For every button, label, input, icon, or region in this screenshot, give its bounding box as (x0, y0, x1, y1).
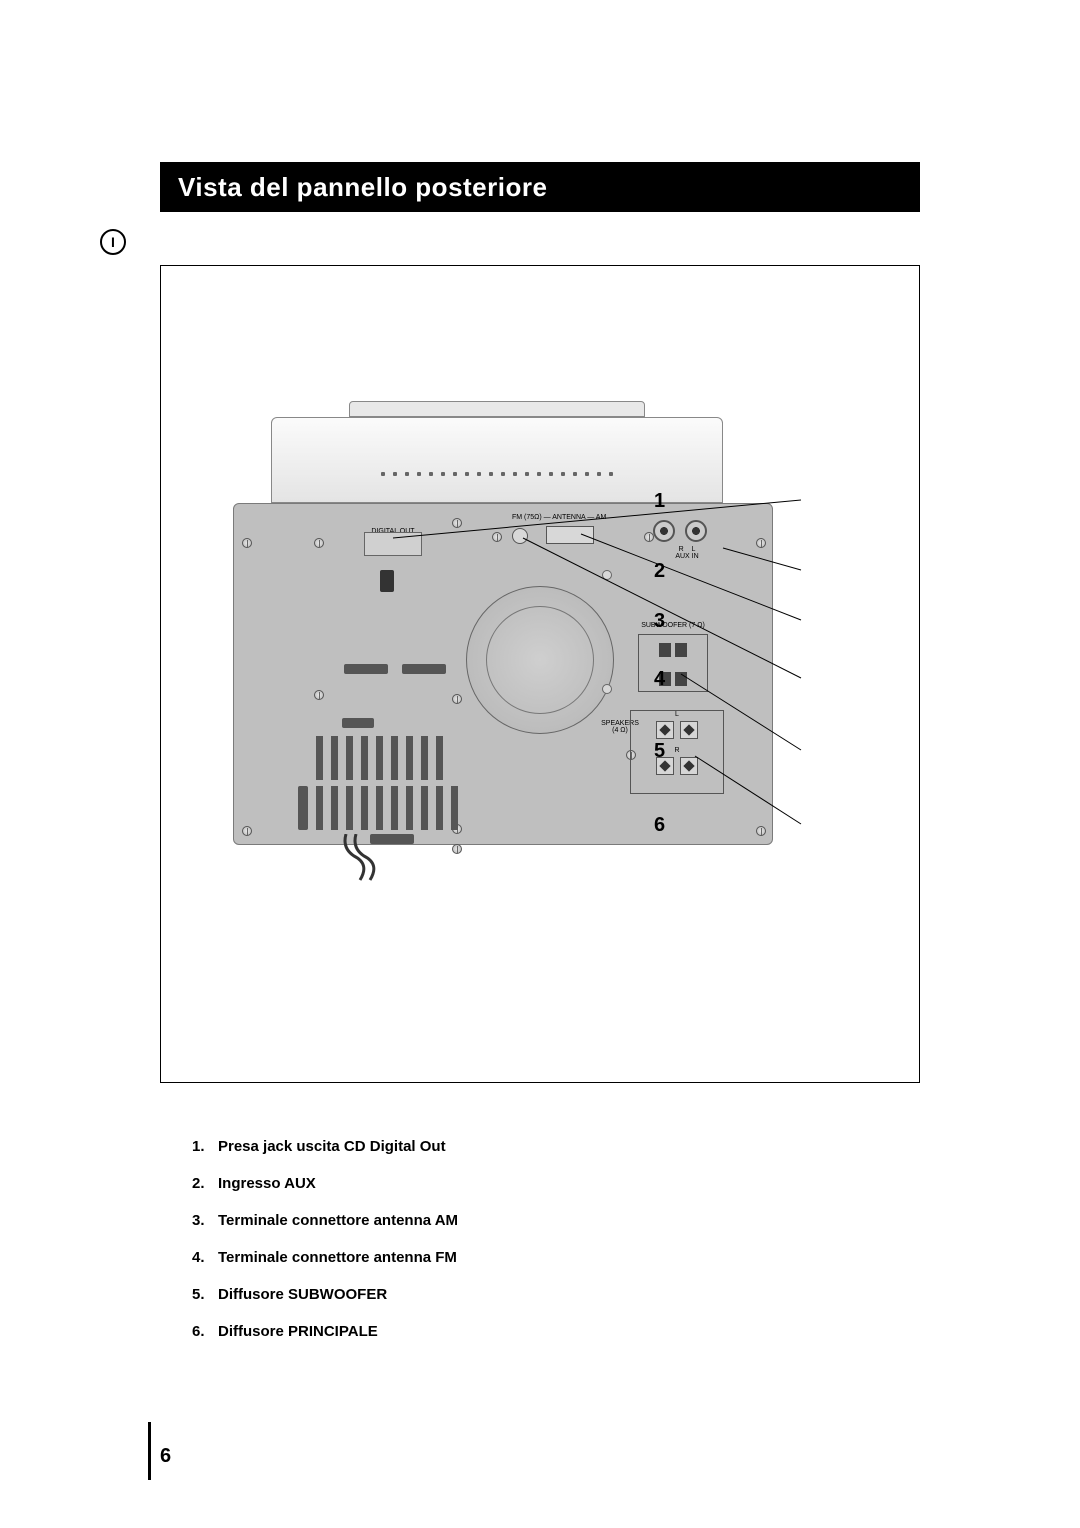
screw-icon (756, 538, 766, 548)
vent-bar (298, 786, 308, 830)
heatsink-fins (316, 736, 443, 780)
power-cord-icon (336, 834, 386, 882)
callout-number: 6 (654, 814, 665, 837)
diagram-frame: DIGITAL OUT OPTICAL FM (75Ω) — ANTENNA —… (160, 265, 920, 1083)
screw-icon (452, 694, 462, 704)
aux-jack-r (653, 520, 675, 542)
legend-num: 2. (192, 1175, 218, 1192)
panel-dot (602, 684, 612, 694)
page-number: 6 (160, 1445, 171, 1468)
callout-number: 1 (654, 490, 665, 513)
optical-port (380, 570, 394, 592)
legend-num: 1. (192, 1138, 218, 1155)
aux-in-block: R L AUX IN (650, 520, 724, 560)
vent-slots (332, 472, 662, 490)
legend-num: 4. (192, 1249, 218, 1266)
legend-item: 2. Ingresso AUX (192, 1175, 458, 1192)
screw-icon (452, 844, 462, 854)
digital-out-port (364, 532, 422, 556)
panel-dot (602, 570, 612, 580)
screw-icon (242, 826, 252, 836)
legend-num: 5. (192, 1286, 218, 1303)
aux-in-label: R L AUX IN (652, 546, 722, 560)
vent-bar (402, 664, 446, 674)
aux-jack-l (685, 520, 707, 542)
section-title: Vista del pannello posteriore (178, 172, 547, 203)
rear-panel: DIGITAL OUT OPTICAL FM (75Ω) — ANTENNA —… (233, 503, 773, 845)
screw-icon (314, 538, 324, 548)
fan-grille (466, 586, 614, 734)
language-badge: I (100, 229, 126, 255)
screw-icon (242, 538, 252, 548)
page-number-rule (148, 1422, 151, 1480)
subwoofer-label: SUBWOOFER (7 Ω) (636, 622, 710, 629)
speaker-terminals: L R (630, 710, 724, 794)
legend-text: Presa jack uscita CD Digital Out (218, 1138, 446, 1155)
legend-list: 1. Presa jack uscita CD Digital Out 2. I… (192, 1138, 458, 1360)
vent-bar (344, 664, 388, 674)
manual-page: Vista del pannello posteriore I (0, 0, 1080, 1528)
legend-item: 5. Diffusore SUBWOOFER (192, 1286, 458, 1303)
legend-num: 3. (192, 1212, 218, 1229)
legend-item: 3. Terminale connettore antenna AM (192, 1212, 458, 1229)
am-antenna-terminal (546, 526, 594, 544)
vent-bar (342, 718, 374, 728)
legend-text: Diffusore SUBWOOFER (218, 1286, 387, 1303)
fm-antenna-terminal (512, 528, 528, 544)
callout-number: 5 (654, 740, 665, 763)
subwoofer-terminals (638, 634, 708, 692)
callout-number: 3 (654, 610, 665, 633)
legend-text: Ingresso AUX (218, 1175, 316, 1192)
language-badge-text: I (111, 234, 115, 250)
screw-icon (452, 518, 462, 528)
legend-item: 6. Diffusore PRINCIPALE (192, 1323, 458, 1340)
legend-item: 4. Terminale connettore antenna FM (192, 1249, 458, 1266)
device-top-lid (349, 401, 645, 417)
legend-num: 6. (192, 1323, 218, 1340)
screw-icon (314, 690, 324, 700)
legend-text: Terminale connettore antenna AM (218, 1212, 458, 1229)
callout-number: 2 (654, 560, 665, 583)
screw-icon (756, 826, 766, 836)
legend-text: Terminale connettore antenna FM (218, 1249, 457, 1266)
callout-number: 4 (654, 668, 665, 691)
legend-text: Diffusore PRINCIPALE (218, 1323, 378, 1340)
screw-icon (492, 532, 502, 542)
antenna-label: FM (75Ω) — ANTENNA — AM (512, 514, 606, 521)
section-title-bar: Vista del pannello posteriore (160, 162, 920, 212)
heatsink-fins (316, 786, 458, 830)
device-illustration: DIGITAL OUT OPTICAL FM (75Ω) — ANTENNA —… (221, 401, 789, 866)
legend-item: 1. Presa jack uscita CD Digital Out (192, 1138, 458, 1155)
